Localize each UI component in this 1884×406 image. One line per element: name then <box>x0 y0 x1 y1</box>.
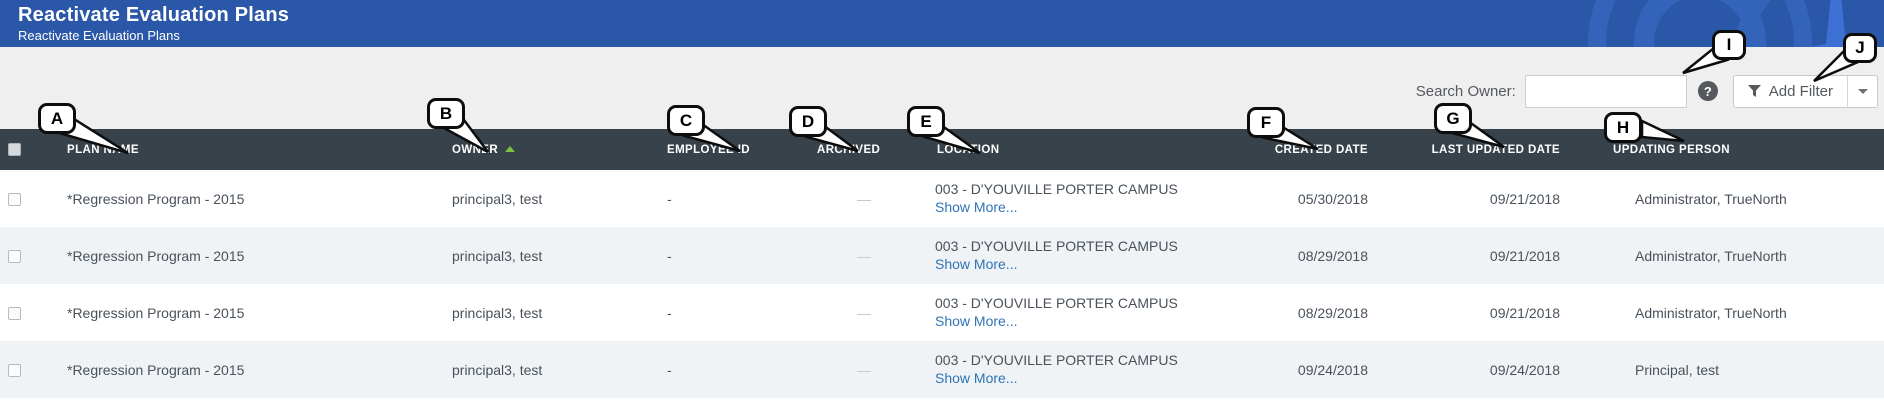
search-owner-input[interactable] <box>1524 74 1687 108</box>
callout-i-search-owner: I <box>1712 30 1746 60</box>
callout-f-created-date: F <box>1247 107 1285 138</box>
callout-b-owner: B <box>427 98 465 129</box>
last-updated-date-cell: 09/24/2018 <box>1489 361 1560 378</box>
table-row: *Regression Program - 2015 principal3, t… <box>0 284 1884 341</box>
owner-cell: principal3, test <box>452 304 543 321</box>
show-more-link[interactable]: Show More... <box>935 198 1018 215</box>
table-row: *Regression Program - 2015 principal3, t… <box>0 227 1884 284</box>
row-checkbox[interactable] <box>8 307 21 321</box>
location-cell: 003 - D'YOUVILLE PORTER CAMPUS Show More… <box>935 227 1268 284</box>
last-updated-date-cell: 09/21/2018 <box>1489 247 1560 264</box>
plan-name-cell: *Regression Program - 2015 <box>67 190 245 207</box>
updating-person-cell: Administrator, TrueNorth <box>1635 304 1787 321</box>
owner-cell: principal3, test <box>452 361 543 378</box>
search-owner-label: Search Owner: <box>1415 82 1516 100</box>
updating-person-cell: Administrator, TrueNorth <box>1635 190 1787 207</box>
select-all-checkbox[interactable] <box>8 143 21 156</box>
location-cell: 003 - D'YOUVILLE PORTER CAMPUS Show More… <box>935 341 1268 398</box>
archived-cell: — <box>857 361 871 378</box>
updating-person-cell: Administrator, TrueNorth <box>1635 247 1787 264</box>
created-date-cell: 08/29/2018 <box>1297 304 1368 321</box>
page-subtitle: Reactivate Evaluation Plans <box>18 28 180 43</box>
page-title: Reactivate Evaluation Plans <box>18 4 290 26</box>
employee-id-cell: - <box>667 190 672 207</box>
plan-name-cell: *Regression Program - 2015 <box>67 304 245 321</box>
callout-c-employee-id: C <box>667 105 705 136</box>
archived-cell: — <box>857 247 871 264</box>
employee-id-cell: - <box>667 304 672 321</box>
created-date-cell: 05/30/2018 <box>1297 190 1368 207</box>
add-filter-button[interactable]: Add Filter <box>1733 75 1847 107</box>
archived-cell: — <box>857 304 871 321</box>
callout-a-plan-name: A <box>38 103 76 134</box>
help-icon[interactable]: ? <box>1697 81 1718 101</box>
last-updated-date-cell: 09/21/2018 <box>1489 190 1560 207</box>
chevron-down-icon <box>1857 88 1868 94</box>
page-header: Reactivate Evaluation Plans Reactivate E… <box>0 0 1884 47</box>
filter-funnel-icon <box>1747 84 1761 97</box>
updating-person-cell: Principal, test <box>1635 361 1720 378</box>
created-date-cell: 08/29/2018 <box>1297 247 1368 264</box>
row-checkbox[interactable] <box>8 193 21 207</box>
show-more-link[interactable]: Show More... <box>935 369 1018 386</box>
location-text: 003 - D'YOUVILLE PORTER CAMPUS <box>935 180 1178 197</box>
plan-name-cell: *Regression Program - 2015 <box>67 247 245 264</box>
add-filter-button-group: Add Filter <box>1732 74 1878 108</box>
table-row: *Regression Program - 2015 principal3, t… <box>0 170 1884 227</box>
location-cell: 003 - D'YOUVILLE PORTER CAMPUS Show More… <box>935 284 1268 341</box>
callout-j-add-filter: J <box>1843 33 1877 63</box>
location-text: 003 - D'YOUVILLE PORTER CAMPUS <box>935 294 1178 311</box>
employee-id-cell: - <box>667 247 672 264</box>
column-header-created-date[interactable]: CREATED DATE <box>1274 143 1368 156</box>
add-filter-label: Add Filter <box>1768 82 1833 100</box>
last-updated-date-cell: 09/21/2018 <box>1489 304 1560 321</box>
add-filter-dropdown-button[interactable] <box>1847 75 1877 107</box>
column-header-archived[interactable]: ARCHIVED <box>817 143 881 156</box>
location-text: 003 - D'YOUVILLE PORTER CAMPUS <box>935 351 1178 368</box>
show-more-link[interactable]: Show More... <box>935 255 1018 272</box>
column-header-last-updated-date[interactable]: LAST UPDATED DATE <box>1431 143 1560 156</box>
employee-id-cell: - <box>667 361 672 378</box>
row-checkbox[interactable] <box>8 250 21 264</box>
row-checkbox[interactable] <box>8 364 21 378</box>
table-row: *Regression Program - 2015 principal3, t… <box>0 341 1884 398</box>
callout-h-updating-person: H <box>1604 112 1642 143</box>
location-cell: 003 - D'YOUVILLE PORTER CAMPUS Show More… <box>935 170 1268 227</box>
owner-cell: principal3, test <box>452 247 543 264</box>
column-header-updating-person[interactable]: UPDATING PERSON <box>1613 143 1730 156</box>
callout-d-archived: D <box>789 106 827 137</box>
owner-cell: principal3, test <box>452 190 543 207</box>
location-text: 003 - D'YOUVILLE PORTER CAMPUS <box>935 237 1178 254</box>
column-header-plan-name[interactable]: PLAN NAME <box>67 143 139 156</box>
sort-ascending-icon <box>505 145 516 152</box>
show-more-link[interactable]: Show More... <box>935 312 1018 329</box>
column-header-owner[interactable]: OWNER <box>452 143 499 156</box>
callout-e-location: E <box>907 106 945 137</box>
column-header-employee-id[interactable]: EMPLOYEE ID <box>667 143 750 156</box>
archived-cell: — <box>857 190 871 207</box>
plan-name-cell: *Regression Program - 2015 <box>67 361 245 378</box>
table-header-row: PLAN NAME OWNER EMPLOYEE ID ARCHIVED LOC… <box>0 129 1884 170</box>
column-header-location[interactable]: LOCATION <box>937 143 1000 156</box>
toolbar: Search Owner: ? Add Filter <box>0 47 1884 129</box>
evaluation-plans-table: PLAN NAME OWNER EMPLOYEE ID ARCHIVED LOC… <box>0 129 1884 398</box>
callout-g-last-updated-date: G <box>1434 103 1472 134</box>
created-date-cell: 09/24/2018 <box>1297 361 1368 378</box>
